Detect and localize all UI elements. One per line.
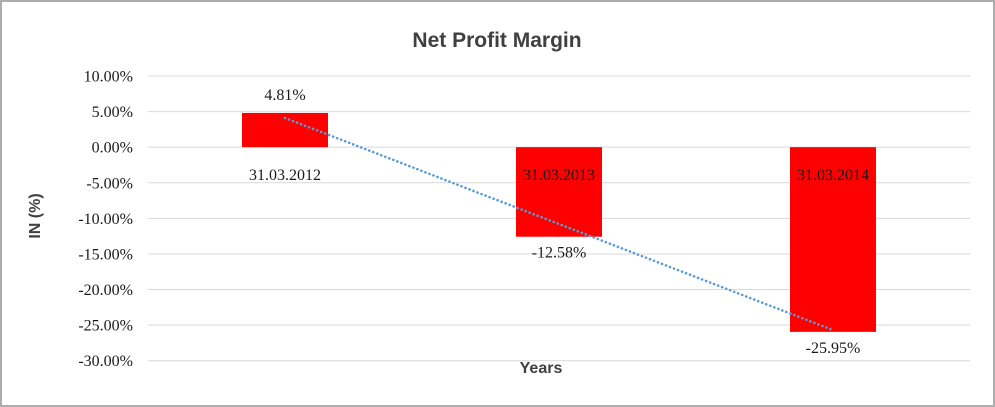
chart-title: Net Profit Margin — [412, 29, 581, 52]
bar-series — [242, 112, 876, 332]
data-label-31.03.2014: -25.95% — [806, 340, 861, 357]
category-label-31.03.2012: 31.03.2012 — [249, 167, 321, 184]
x-axis-title: Years — [520, 360, 563, 377]
data-label-31.03.2012: 4.81% — [264, 87, 305, 104]
y-axis-title: IN (%) — [27, 193, 44, 238]
y-tick-label--20.00%: -20.00% — [78, 282, 133, 299]
category-axis-labels: 31.03.2012 31.03.2013 31.03.2014 — [249, 167, 869, 184]
y-tick-label--10.00%: -10.00% — [78, 211, 133, 228]
trendline — [283, 116, 835, 332]
data-labels: 4.81% -12.58% -25.95% — [264, 87, 860, 357]
y-tick-label--15.00%: -15.00% — [78, 246, 133, 263]
y-tick-label--30.00%: -30.00% — [78, 353, 133, 370]
category-label-31.03.2014: 31.03.2014 — [797, 167, 869, 184]
y-tick-label--25.00%: -25.00% — [78, 318, 133, 335]
bar-31.03.2014 — [790, 147, 876, 332]
bar-31.03.2013 — [516, 147, 602, 237]
y-tick-label-0.00%: 0.00% — [92, 140, 133, 157]
y-tick-label--5.00%: -5.00% — [86, 175, 133, 192]
y-axis-tick-labels: 10.00% 5.00% 0.00% -5.00% -10.00% -15.00% -20.… — [78, 69, 133, 371]
y-tick-label-10.00%: 10.00% — [84, 69, 133, 86]
category-label-31.03.2013: 31.03.2013 — [523, 167, 595, 184]
data-label-31.03.2013: -12.58% — [532, 245, 587, 262]
y-tick-label-5.00%: 5.00% — [92, 104, 133, 121]
